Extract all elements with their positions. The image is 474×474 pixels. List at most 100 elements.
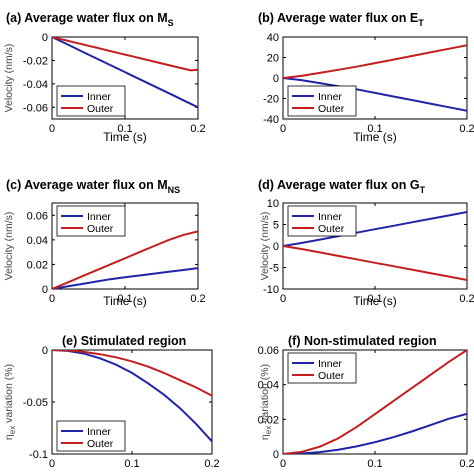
legend-label: Outer — [87, 103, 114, 115]
y-tick-label: 0 — [273, 241, 279, 253]
y-axis-label: Velocity (nm/s) — [259, 212, 271, 281]
legend-label: Inner — [318, 211, 342, 223]
y-tick-label: -5 — [269, 263, 279, 275]
x-tick-label: 0 — [280, 458, 286, 470]
x-tick-label: 0 — [49, 123, 55, 135]
y-tick-label: 40 — [267, 32, 279, 44]
x-tick-label: 0 — [49, 458, 55, 470]
y-axis-label: ηex variation (%) — [259, 364, 273, 440]
legend-label: Inner — [87, 91, 111, 103]
legend-box — [56, 205, 126, 237]
legend-box — [56, 85, 126, 117]
y-tick-label: -0.02 — [23, 55, 48, 67]
y-tick-label: -20 — [263, 94, 279, 106]
series-line-inner — [52, 267, 198, 289]
series-line-inner — [52, 37, 198, 109]
y-tick-label: -10 — [263, 284, 279, 296]
legend-label: Inner — [318, 358, 342, 370]
legend-box — [287, 85, 357, 117]
y-tick-label: 20 — [267, 53, 279, 65]
legend-label: Inner — [318, 91, 342, 103]
y-axis-label: ηex variation (%) — [3, 364, 17, 440]
y-tick-label: -0.05 — [23, 397, 48, 409]
x-tick-label: 0 — [280, 123, 286, 135]
x-tick-label: 0.1 — [367, 293, 382, 305]
y-tick-label: 0 — [273, 73, 279, 85]
y-tick-label: 0 — [273, 449, 279, 461]
legend-label: Outer — [318, 223, 345, 235]
x-tick-label: 0.2 — [190, 293, 205, 305]
y-tick-label: -0.04 — [23, 79, 48, 91]
y-tick-label: 0.02 — [27, 259, 48, 271]
series-line-inner — [283, 211, 467, 247]
y-tick-label: 10 — [267, 198, 279, 210]
chart-title: (d) Average water flux on GT — [258, 178, 426, 195]
x-tick-label: 0.2 — [459, 458, 474, 470]
series-line-inner — [52, 350, 212, 443]
x-axis-label: Time (s) — [353, 294, 397, 308]
x-axis-label: Time (s) — [103, 130, 147, 144]
y-tick-label: 0.06 — [27, 210, 48, 222]
x-tick-label: 0.1 — [124, 458, 139, 470]
legend-label: Inner — [87, 211, 111, 223]
y-tick-label: 0.06 — [258, 345, 279, 357]
y-axis-label: Velocity (nm/s) — [3, 44, 15, 113]
series-line-outer — [52, 37, 198, 72]
y-tick-label: 0.04 — [27, 235, 48, 247]
y-tick-label: 0.04 — [258, 380, 279, 392]
series-line-outer — [283, 350, 467, 454]
x-tick-label: 0 — [49, 293, 55, 305]
y-axis-label: Velocity (nm/s) — [3, 212, 15, 281]
legend-box — [287, 205, 357, 237]
series-line-outer — [283, 245, 467, 281]
x-tick-label: 0.2 — [459, 293, 474, 305]
chart-title: (a) Average water flux on MS — [6, 11, 174, 28]
series-line-inner — [283, 77, 467, 112]
x-tick-label: 0.2 — [459, 123, 474, 135]
x-tick-label: 0.1 — [367, 123, 382, 135]
x-tick-label: 0.1 — [367, 458, 382, 470]
x-axis-label: Time (s) — [103, 294, 147, 308]
y-tick-label: 0 — [42, 32, 48, 44]
x-tick-label: 0.2 — [190, 123, 205, 135]
chart-title: (b) Average water flux on ET — [258, 11, 424, 28]
series-line-inner — [283, 412, 467, 454]
x-tick-label: 0 — [280, 293, 286, 305]
legend-box — [56, 420, 126, 452]
chart-title: (f) Non-stimulated region — [288, 334, 437, 348]
legend-box — [287, 352, 357, 384]
x-tick-label: 0.2 — [204, 458, 219, 470]
y-tick-label: -40 — [263, 114, 279, 126]
series-line-outer — [52, 350, 212, 397]
series-line-outer — [283, 44, 467, 79]
y-tick-label: -0.1 — [29, 449, 48, 461]
y-tick-label: 0 — [42, 345, 48, 357]
y-tick-label: 5 — [273, 220, 279, 232]
x-tick-label: 0.1 — [117, 123, 132, 135]
chart-title: (c) Average water flux on MNS — [6, 178, 180, 195]
y-tick-label: -0.06 — [23, 102, 48, 114]
chart-title: (e) Stimulated region — [62, 334, 186, 348]
legend-label: Outer — [87, 223, 114, 235]
y-tick-label: 0 — [42, 284, 48, 296]
legend-label: Outer — [318, 103, 345, 115]
legend-label: Outer — [87, 438, 114, 450]
series-line-outer — [52, 230, 198, 289]
legend-label: Inner — [87, 426, 111, 438]
legend-label: Outer — [318, 370, 345, 382]
x-tick-label: 0.1 — [117, 293, 132, 305]
y-tick-label: 0.02 — [258, 414, 279, 426]
